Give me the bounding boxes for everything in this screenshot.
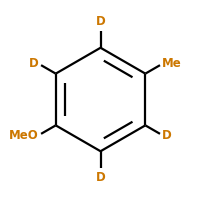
Text: Me: Me [162, 58, 182, 70]
Text: D: D [96, 171, 105, 183]
Text: D: D [96, 16, 105, 28]
Text: D: D [162, 129, 172, 141]
Text: MeO: MeO [9, 129, 39, 141]
Text: D: D [29, 58, 39, 70]
